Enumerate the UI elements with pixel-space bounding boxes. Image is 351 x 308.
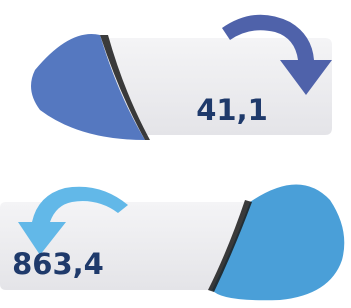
infographic: 41,1 863,4	[0, 0, 351, 308]
top-block: 41,1	[31, 15, 332, 140]
bottom-block: 863,4	[0, 184, 344, 300]
value-label: 41,1	[196, 93, 268, 127]
value-label: 863,4	[12, 247, 104, 281]
